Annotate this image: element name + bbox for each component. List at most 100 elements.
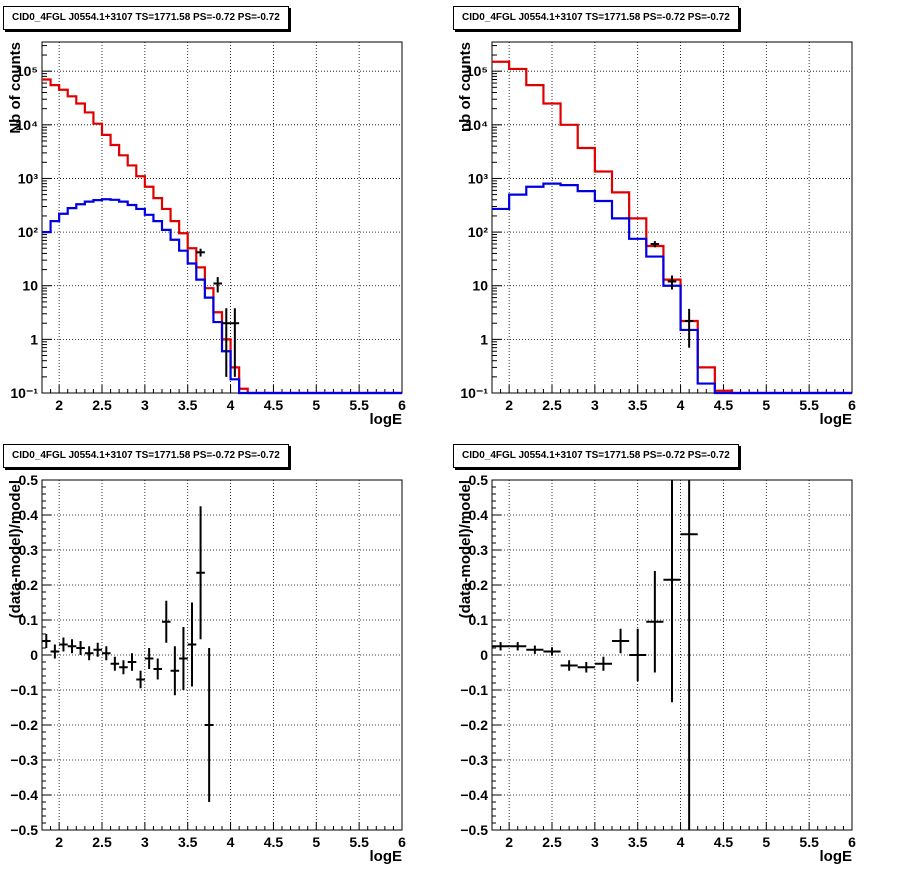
- x-tick-label: 6: [848, 397, 856, 413]
- x-tick-label: 4: [677, 834, 685, 850]
- y-tick-label: 0.1: [19, 612, 39, 628]
- data-point: [50, 644, 60, 659]
- x-tick-label: 2.5: [542, 397, 562, 413]
- x-tick-label: 6: [848, 834, 856, 850]
- data-point: [187, 602, 197, 687]
- x-tick-label: 4: [227, 834, 235, 850]
- x-tick-label: 3.5: [628, 834, 648, 850]
- y-tick-label: 10⁵: [466, 63, 488, 79]
- x-axis-label: logE: [370, 411, 403, 428]
- chart-panel-4: 2 2.5 3 3.5 4 4.5 5 5.5 6 −0.5 −0.4 −0.3 −0.2 −0.1 0 0.…: [457, 472, 856, 865]
- y-tick-label: 0.2: [19, 577, 39, 593]
- panel-title-bottom-right: CID0_4FGL J0554.1+3107 TS=1771.58 PS=-0.…: [453, 444, 739, 468]
- x-tick-label: 4.5: [264, 834, 284, 850]
- y-tick-label: −0.1: [460, 682, 488, 698]
- x-tick-label: 5.5: [349, 397, 369, 413]
- x-tick-label: 4: [677, 397, 685, 413]
- x-tick-label: 2.5: [542, 834, 562, 850]
- y-axis-label: (data-model)/model: [457, 480, 474, 618]
- data-point: [204, 648, 214, 802]
- data-point: [230, 308, 240, 377]
- y-tick-label: 0.4: [469, 507, 489, 523]
- panel-title-bottom-left: CID0_4FGL J0554.1+3107 TS=1771.58 PS=-0.…: [3, 444, 289, 468]
- y-tick-label: 10³: [18, 170, 39, 186]
- data-point: [170, 646, 180, 696]
- y-tick-label: 10⁻¹: [460, 385, 488, 401]
- y-tick-label: 10⁻¹: [10, 385, 38, 401]
- data-point: [127, 653, 137, 671]
- model-source-histogram: [492, 182, 852, 395]
- data-point: [629, 628, 647, 682]
- y-tick-label: −0.4: [10, 787, 38, 803]
- data-point: [136, 670, 145, 689]
- x-tick-label: 2: [55, 397, 63, 413]
- x-tick-label: 5: [312, 397, 320, 413]
- data-point: [612, 628, 630, 654]
- y-axis-label: Nb of counts: [7, 42, 24, 134]
- data-point: [196, 248, 205, 257]
- data-point: [646, 571, 664, 673]
- chart-panel-3: 2 2.5 3 3.5 4 4.5 5 5.5 6 −0.5 −0.4 −0.3 −0.2 −0.1 0 0.…: [7, 472, 406, 865]
- y-tick-label: 0.2: [469, 577, 489, 593]
- data-point: [76, 641, 85, 655]
- x-tick-label: 5.5: [349, 834, 369, 850]
- plot-frame: [41, 479, 403, 831]
- y-tick-label: −0.1: [10, 682, 38, 698]
- data-point: [492, 642, 510, 651]
- model-source-histogram: [42, 198, 402, 395]
- data-point: [84, 646, 94, 661]
- x-axis-label: logE: [370, 848, 403, 865]
- y-tick-label: 0.3: [469, 542, 489, 558]
- x-tick-label: 6: [398, 397, 406, 413]
- y-tick-label: 0: [30, 647, 38, 663]
- x-tick-label: 4: [227, 397, 235, 413]
- panel-title-top-right: CID0_4FGL J0554.1+3107 TS=1771.58 PS=-0.…: [453, 6, 739, 30]
- data-point: [67, 639, 77, 654]
- y-tick-label: −0.2: [10, 717, 38, 733]
- y-tick-label: 10²: [468, 224, 489, 240]
- y-tick-label: 1: [30, 331, 38, 347]
- y-tick-label: 0.5: [469, 472, 489, 488]
- y-tick-label: −0.5: [10, 822, 38, 838]
- y-tick-label: 10⁵: [16, 63, 38, 79]
- y-tick-label: 10³: [468, 170, 489, 186]
- data-point: [59, 637, 68, 652]
- model-total-histogram: [492, 60, 852, 395]
- data-point: [667, 275, 677, 290]
- data-point: [153, 658, 162, 680]
- data-point: [119, 660, 128, 675]
- data-point: [543, 647, 561, 656]
- x-tick-label: 5.5: [799, 834, 819, 850]
- y-tick-label: −0.4: [460, 787, 488, 803]
- data-point: [42, 634, 51, 648]
- x-tick-label: 4.5: [264, 397, 284, 413]
- y-tick-label: 10: [22, 278, 38, 294]
- y-tick-label: 0.3: [19, 542, 39, 558]
- data-point: [560, 660, 578, 671]
- data-point: [594, 656, 612, 671]
- y-tick-label: −0.5: [460, 822, 488, 838]
- data-point: [93, 642, 102, 657]
- x-tick-label: 2.5: [92, 397, 112, 413]
- data-point: [684, 308, 694, 348]
- x-tick-label: 4.5: [714, 397, 734, 413]
- x-tick-label: 5.5: [799, 397, 819, 413]
- chart-panel-2: 2 2.5 3 3.5 4 4.5 5 5.5 6 10⁻¹ 1 10 10² 10³ 10⁴ 10⁵ logE…: [457, 41, 856, 428]
- x-tick-label: 2: [505, 834, 513, 850]
- x-tick-label: 4.5: [714, 834, 734, 850]
- data-point: [222, 308, 231, 377]
- y-tick-label: 10⁴: [16, 117, 39, 133]
- x-axis-label: logE: [820, 848, 853, 865]
- x-tick-label: 2: [505, 397, 513, 413]
- x-tick-label: 5: [762, 834, 770, 850]
- x-tick-label: 3.5: [628, 397, 648, 413]
- x-tick-label: 3: [591, 834, 599, 850]
- x-tick-label: 3: [591, 397, 599, 413]
- data-point: [680, 480, 698, 830]
- y-tick-label: −0.2: [460, 717, 488, 733]
- data-point: [650, 241, 660, 248]
- data-point: [196, 506, 205, 640]
- y-tick-label: 10²: [18, 224, 39, 240]
- x-tick-label: 3: [141, 834, 149, 850]
